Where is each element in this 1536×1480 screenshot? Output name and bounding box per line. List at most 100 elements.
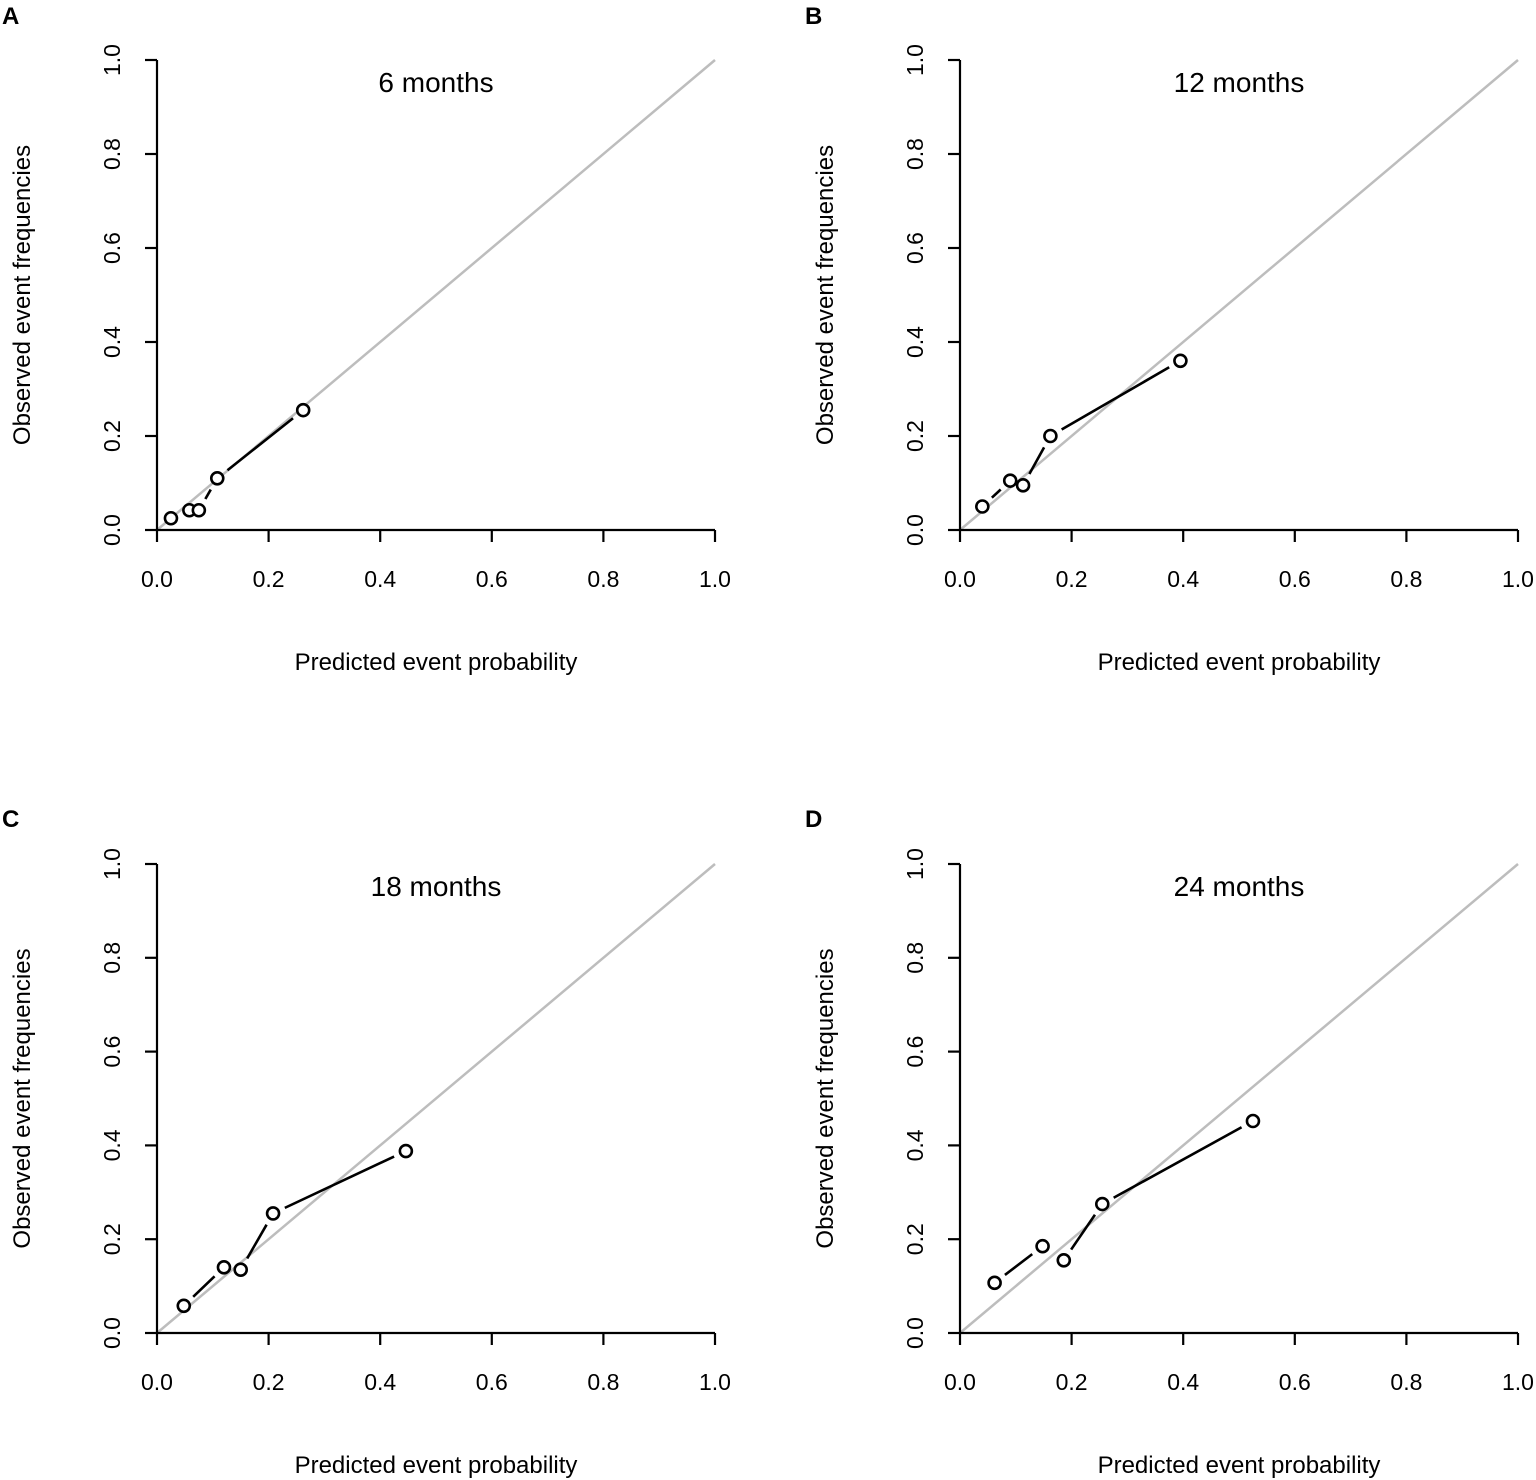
x-tick-label: 0.2 [1056,1369,1088,1395]
x-tick-label: 1.0 [699,566,731,592]
calibration-point [191,502,207,518]
x-tick-label: 0.4 [1167,566,1199,592]
y-tick-label: 0.8 [902,138,928,170]
calibration-point [1056,1253,1072,1268]
panel-label: A [2,3,19,30]
x-axis-title: Predicted event probability [1098,649,1381,676]
y-tick-label: 0.4 [99,326,125,358]
x-tick-label: 0.4 [364,1369,396,1395]
calibration-segment [204,488,212,500]
y-tick-label: 1.0 [902,848,928,880]
reference-diagonal-line [959,863,1519,1334]
x-tick-label: 1.0 [1502,1369,1534,1395]
y-tick-label: 1.0 [99,44,125,76]
y-tick-label: 0.0 [99,514,125,546]
panel-b: B 0.0 0.2 0.4 0.6 0.8 1.0 0.0 0.2 0.4 0.6 0.8 1.0 Pre… [805,3,1534,676]
y-tick-label: 0.6 [902,232,928,264]
y-tick-label: 0.8 [99,942,125,974]
calibration-segment [1060,366,1170,431]
x-tick-label: 0.6 [476,566,508,592]
y-tick-label: 0.8 [902,942,928,974]
y-tick-label: 0.2 [902,1223,928,1255]
reference-diagonal-line [959,59,1519,531]
y-tick-label: 0.4 [902,1129,928,1161]
calibration-segment [192,1275,216,1298]
x-tick-label: 0.8 [1390,1369,1422,1395]
x-tick-label: 0.4 [1167,1369,1199,1395]
panel-c: C 0.0 0.2 0.4 0.6 0.8 1.0 0.0 0.2 0.4 0.6 0.8 1.0 Pre… [2,806,731,1479]
calibration-point [209,470,225,486]
y-tick-label: 0.4 [99,1129,125,1161]
calibration-point [1002,473,1018,488]
x-tick-label: 0.6 [476,1369,508,1395]
y-tick-label: 1.0 [902,44,928,76]
y-tick-label: 0.0 [902,1317,928,1349]
y-tick-label: 0.2 [99,420,125,452]
calibration-segment [1028,446,1046,475]
x-tick-label: 0.0 [141,1369,173,1395]
y-tick-label: 0.6 [99,232,125,264]
panel-d: D 0.0 0.2 0.4 0.6 0.8 1.0 0.0 0.2 0.4 0.6 0.8 1.0 Pre… [805,806,1534,1479]
x-axis-title: Predicted event probability [1098,1452,1381,1479]
calibration-point [1043,428,1058,444]
y-tick-label: 0.8 [99,138,125,170]
x-tick-label: 0.0 [944,566,976,592]
chart-title: 12 months [1174,67,1305,98]
chart-title: 6 months [378,67,493,98]
x-tick-label: 0.2 [253,1369,285,1395]
x-tick-label: 0.2 [253,566,285,592]
calibration-point [1015,478,1031,493]
y-tick-label: 0.4 [902,326,928,358]
calibration-point [233,1262,248,1277]
calibration-segment [284,1155,395,1210]
calibration-point [987,1275,1002,1291]
x-tick-label: 1.0 [1502,566,1534,592]
calibration-segment [990,488,1002,499]
x-tick-label: 0.2 [1056,566,1088,592]
x-tick-label: 1.0 [699,1369,731,1395]
calibration-point [265,1206,281,1221]
calibration-point [163,510,179,526]
y-tick-label: 0.0 [902,514,928,546]
x-tick-label: 0.0 [944,1369,976,1395]
y-axis-title: Observed event frequencies [9,948,36,1248]
x-axis-title: Predicted event probability [295,649,578,676]
panel-label: C [2,806,19,833]
x-tick-label: 0.8 [587,566,619,592]
calibration-point [1035,1238,1050,1254]
chart-title: 24 months [1174,871,1305,902]
calibration-point [1245,1113,1261,1129]
chart-title: 18 months [371,871,502,902]
x-tick-label: 0.6 [1279,566,1311,592]
x-tick-label: 0.8 [587,1369,619,1395]
y-tick-label: 1.0 [99,848,125,880]
calibration-segment [1004,1253,1034,1276]
x-tick-label: 0.8 [1390,566,1422,592]
x-tick-label: 0.6 [1279,1369,1311,1395]
calibration-segment [1070,1214,1097,1251]
calibration-point [398,1143,414,1159]
y-axis-title: Observed event frequencies [812,948,839,1248]
y-axis-title: Observed event frequencies [9,145,36,445]
panel-a: A 0.0 0.2 0.4 0.6 0.8 1.0 0.0 0.2 0.4 0.6 0.8 1.0 Pre… [2,3,731,676]
calibration-segment [1113,1126,1243,1199]
panel-label: D [805,806,822,833]
panel-label: B [805,3,822,30]
y-tick-label: 0.6 [99,1036,125,1068]
calibration-point [1173,353,1188,369]
calibration-point [975,499,990,514]
calibration-segment [246,1224,268,1260]
x-tick-label: 0.0 [141,566,173,592]
y-tick-label: 0.2 [99,1223,125,1255]
x-tick-label: 0.4 [364,566,396,592]
x-axis-title: Predicted event probability [295,1452,578,1479]
calibration-segment [226,417,294,472]
calibration-point [216,1260,232,1275]
y-tick-label: 0.6 [902,1036,928,1068]
y-axis-title: Observed event frequencies [812,145,839,445]
y-tick-label: 0.2 [902,420,928,452]
calibration-point [295,402,311,418]
calibration-point [1094,1196,1110,1212]
calibration-point [176,1298,192,1314]
